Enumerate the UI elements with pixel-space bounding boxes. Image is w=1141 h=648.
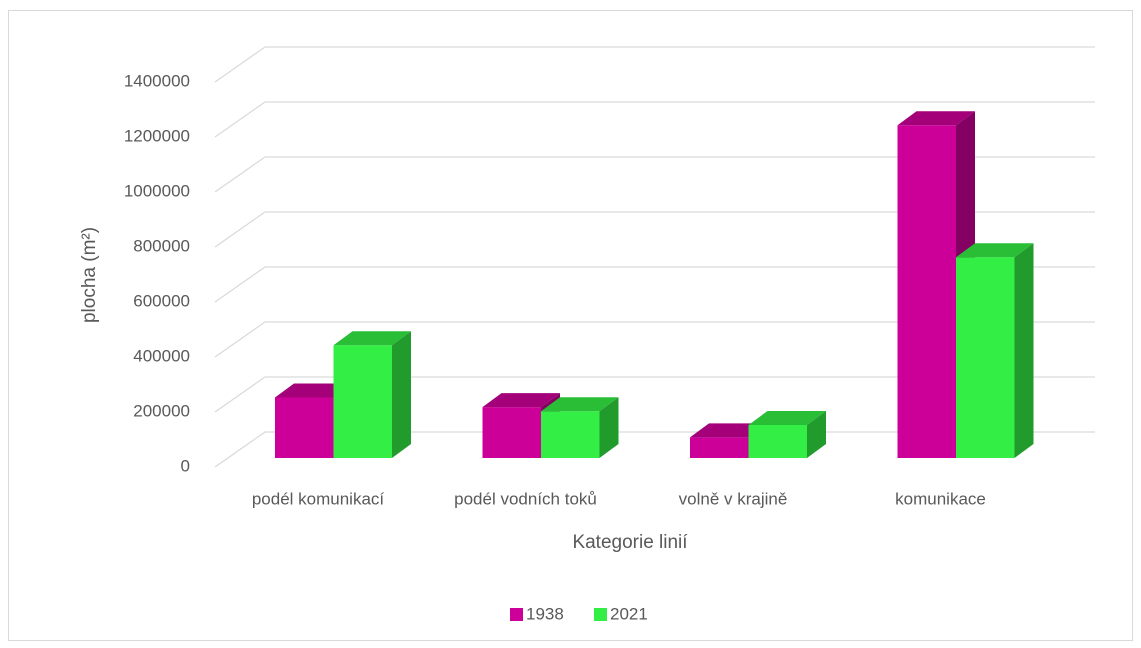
bar xyxy=(541,397,619,458)
bar xyxy=(956,243,1034,458)
y-tick-label: 200000 xyxy=(133,401,190,420)
y-axis-title: plocha (m²) xyxy=(79,227,100,323)
bar-front xyxy=(482,407,541,458)
bar-side xyxy=(392,331,411,458)
bar-front xyxy=(690,437,749,458)
x-axis-title: Kategorie linií xyxy=(572,532,688,553)
bar-front xyxy=(333,345,392,458)
bar xyxy=(897,111,975,458)
bar-front xyxy=(275,397,334,458)
x-tick-label: volně v krajině xyxy=(679,489,788,508)
bar-top xyxy=(690,423,768,438)
y-tick-label: 400000 xyxy=(133,346,190,365)
x-tick-label: podél komunikací xyxy=(252,489,385,508)
x-tick-label: podél vodních toků xyxy=(454,489,597,508)
x-tick-label: komunikace xyxy=(895,489,986,508)
y-tick-label: 1400000 xyxy=(124,71,190,90)
bar-side xyxy=(599,397,619,458)
grid-line xyxy=(214,156,1095,193)
bar-top xyxy=(482,393,560,408)
bar-top xyxy=(275,383,353,398)
y-tick-label: 800000 xyxy=(133,236,190,255)
grid-line xyxy=(214,266,1095,303)
bar-front xyxy=(541,411,600,458)
grid-line xyxy=(214,46,1095,83)
legend-swatch xyxy=(594,608,607,621)
grid-line xyxy=(214,211,1095,248)
grid-line xyxy=(214,101,1095,138)
bar xyxy=(748,411,826,458)
bar-front xyxy=(956,257,1015,458)
y-tick-label: 1000000 xyxy=(124,181,190,200)
bar-top xyxy=(956,243,1034,258)
y-tick-label: 0 xyxy=(181,456,190,475)
bar-front xyxy=(748,425,807,458)
legend-swatch xyxy=(510,608,523,621)
legend-label: 2021 xyxy=(610,604,648,623)
y-tick-label: 600000 xyxy=(133,291,190,310)
bar-top xyxy=(333,331,411,346)
bar-top xyxy=(748,411,826,425)
bar-top xyxy=(541,397,619,412)
grid-line xyxy=(214,376,1095,413)
bar-side xyxy=(1014,243,1034,458)
grid-line xyxy=(214,321,1095,358)
bar-front xyxy=(897,125,956,458)
y-tick-label: 1200000 xyxy=(124,126,190,145)
bar-side xyxy=(807,411,826,458)
bar-top xyxy=(897,111,975,126)
bar xyxy=(333,331,411,458)
legend-label: 1938 xyxy=(526,604,564,623)
